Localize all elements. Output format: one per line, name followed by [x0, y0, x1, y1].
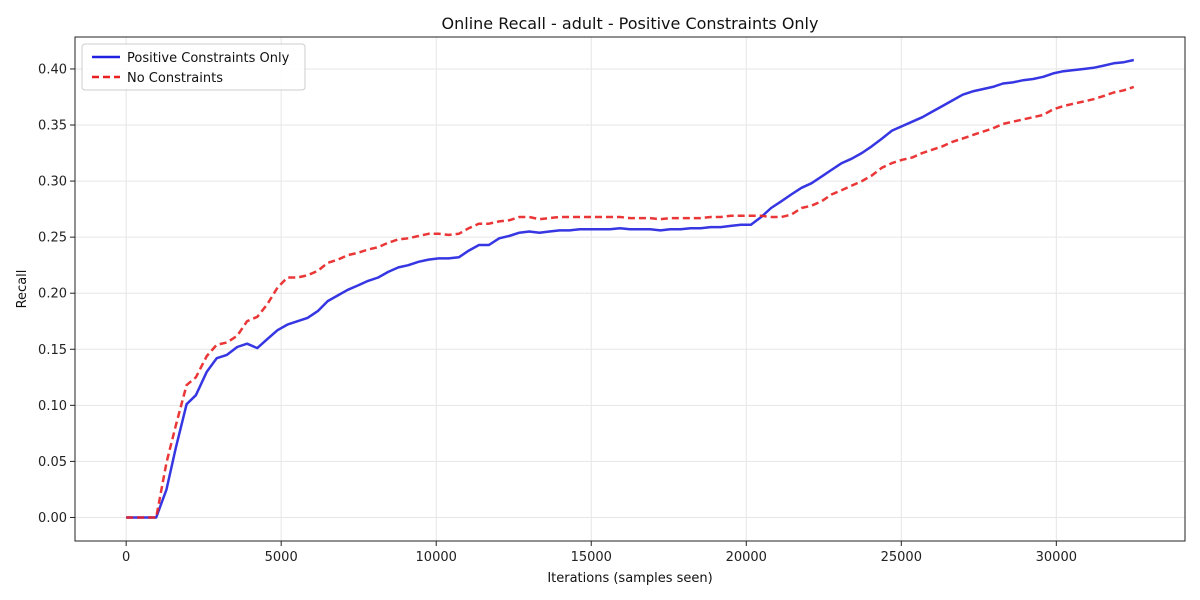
x-axis: 0 5000 10000 15000 20000 25000 30000	[122, 541, 1077, 565]
legend: Positive Constraints Only No Constraints	[81, 43, 306, 91]
x-axis-label: Iterations (samples seen)	[547, 571, 712, 586]
chart-title: Online Recall - adult - Positive Constra…	[442, 14, 819, 33]
plot-frame	[74, 36, 1186, 542]
grid	[75, 37, 1185, 541]
legend-box	[81, 43, 306, 91]
x-tick-label: 0	[122, 550, 130, 565]
legend-label-no-constraints: No Constraints	[127, 71, 223, 86]
y-tick-label: 0.25	[38, 231, 67, 246]
y-tick-label: 0.00	[38, 511, 67, 526]
y-tick-label: 0.15	[38, 343, 67, 358]
x-tick-label: 30000	[1036, 550, 1077, 565]
x-tick-label: 10000	[416, 550, 457, 565]
y-tick-label: 0.10	[38, 399, 67, 414]
y-tick-label: 0.40	[38, 62, 67, 77]
series-layer	[126, 58, 1135, 519]
y-tick-label: 0.30	[38, 175, 67, 190]
y-axis: 0.00 0.05 0.10 0.15 0.20 0.25 0.30 0.35 0.40	[38, 62, 75, 526]
y-axis-label: Recall	[15, 270, 30, 309]
y-tick-label: 0.20	[38, 287, 67, 302]
x-tick-label: 5000	[265, 550, 298, 565]
series-line-no-constraints	[126, 85, 1135, 519]
series-line-positive-constraints	[126, 58, 1135, 519]
legend-label-positive-constraints: Positive Constraints Only	[127, 51, 290, 66]
x-tick-label: 15000	[571, 550, 612, 565]
y-tick-label: 0.35	[38, 119, 67, 134]
y-tick-label: 0.05	[38, 455, 67, 470]
x-tick-label: 20000	[726, 550, 767, 565]
x-tick-label: 25000	[881, 550, 922, 565]
